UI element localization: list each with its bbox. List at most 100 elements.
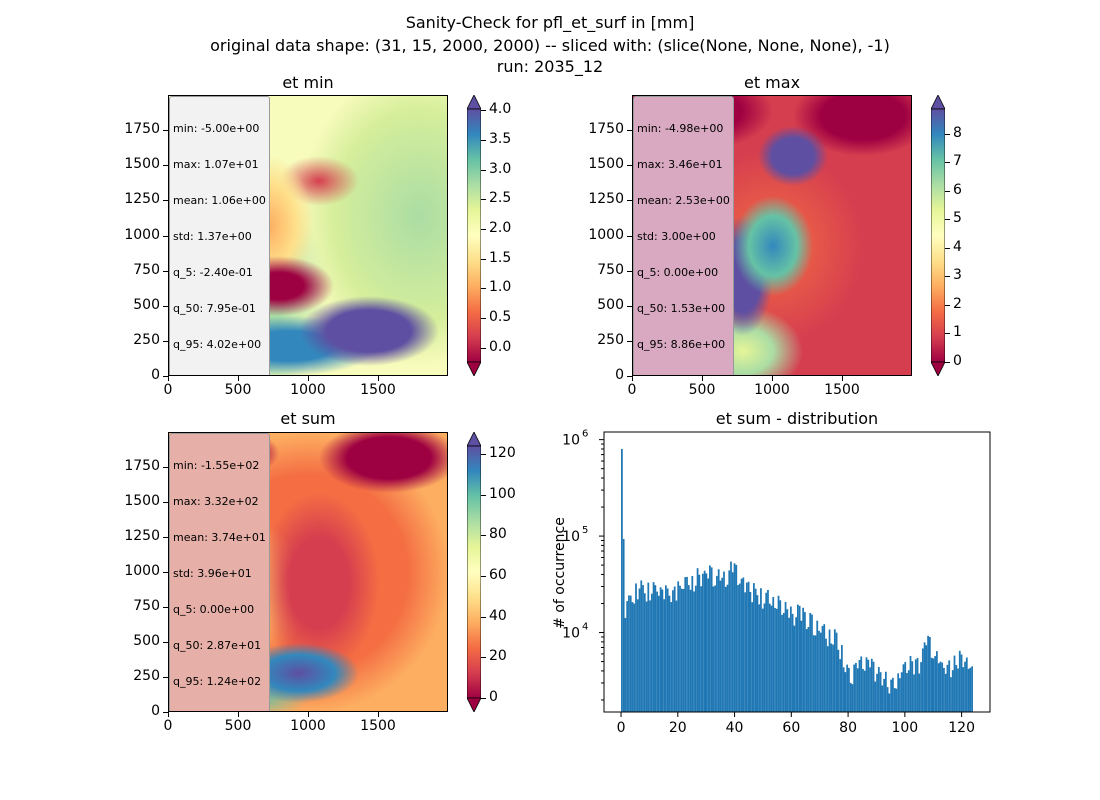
histogram-bar [680,588,683,712]
stat-line: std: 3.00e+00 [637,230,716,243]
histogram-bar [840,645,843,712]
histogram-bar [909,656,912,712]
histogram-bar [819,632,822,712]
y-tick-label: 250 [597,331,624,348]
histogram-bar [892,677,894,712]
stat-line: q_95: 8.86e+00 [637,338,726,351]
x-tick-mark [378,712,379,717]
histogram-bar [684,577,687,712]
y-tick-label: 1250 [588,191,624,208]
y-tick-label: 1500 [588,156,624,173]
histogram-frame [603,431,991,713]
histogram-bar [705,573,708,712]
histogram-bar [621,448,623,712]
histogram-bar [826,646,829,712]
y-tick-mark [163,642,168,643]
x-tick-label: 1000 [290,382,326,398]
histogram-y-tick-label: 10 [562,433,580,449]
histogram-bar [696,568,699,712]
y-tick-label: 750 [597,261,624,278]
histogram-bar [737,585,739,712]
histogram-bar [733,563,736,712]
stat-line: std: 1.37e+00 [173,230,252,243]
stat-line: q_50: 2.87e+01 [173,639,262,652]
histogram-bar [858,659,861,712]
histogram-bar [656,591,658,712]
colorbar-tick-label: 4.0 [489,101,512,118]
histogram-bar [920,662,922,712]
histogram-bar [786,609,789,712]
y-tick-mark [163,537,168,538]
colorbar-tick-mark [481,494,486,496]
y-tick-label: 1750 [124,458,160,474]
y-tick-mark [163,200,168,202]
colorbar-et-max [930,94,946,377]
histogram-bar [628,595,630,712]
histogram-bar [760,588,762,712]
stat-line: mean: 1.06e+00 [173,194,266,207]
x-tick-label: 500 [688,382,716,398]
y-tick-mark [163,712,168,713]
y-tick-mark [163,502,168,503]
histogram-bar [883,678,885,712]
histogram-x-tick-label: 120 [948,720,975,736]
histogram-bar [865,657,868,712]
histogram-bar [869,667,871,712]
histogram-bar [761,608,764,712]
y-tick-mark [627,305,632,307]
histogram-bar [797,604,799,712]
histogram-bar [665,585,667,712]
histogram-bar [765,592,768,712]
histogram-y-tick-label: 10 [562,529,580,545]
stat-line: min: -4.98e+00 [637,122,724,135]
histogram-y-tick-exponent: 4 [582,622,588,633]
histogram-bar [888,693,891,712]
x-tick-mark [702,376,703,381]
y-tick-mark [627,340,632,342]
x-tick-mark [308,376,309,381]
colorbar-tick-mark [481,347,486,349]
histogram-bar [936,651,938,712]
y-tick-mark [163,677,168,678]
histogram-bar [744,592,746,712]
y-tick-mark [163,305,168,307]
histogram-bar [714,585,717,712]
histogram-bar [849,682,852,712]
colorbar-tick-label: 2.0 [489,219,512,236]
histogram-bar [928,637,931,712]
histogram-bar [687,585,690,712]
colorbar-tick-mark [481,535,486,537]
histogram-bar [672,590,674,712]
figure-title-line1: Sanity-Check for pfl_et_surf in [mm] [405,13,695,32]
histogram-bar [723,571,725,712]
histogram-bar [636,599,639,712]
y-tick-mark [163,572,168,573]
y-tick-label: 1750 [588,121,624,138]
histogram-bar [881,685,884,712]
y-tick-mark [163,607,168,608]
histogram-bar [763,603,766,712]
histogram-bar [775,608,778,712]
colorbar-tick-mark [945,247,950,249]
histogram-bar [921,648,924,712]
histogram-bar [700,586,702,712]
x-tick-mark [378,376,379,381]
map-et-max: min: -4.98e+00 max: 3.46e+01 mean: 2.53e… [632,95,912,376]
histogram-bar [897,673,900,712]
y-tick-label: 500 [597,296,624,313]
histogram-bar [951,670,954,712]
histogram-bar [622,538,625,712]
y-tick-label: 0 [151,703,160,719]
histogram-bar [953,655,956,712]
histogram-bar [691,576,694,712]
histogram-bar [805,629,808,712]
colorbar-tick-mark [481,616,486,618]
histogram-bar [686,576,688,712]
histogram-bar [793,625,796,712]
histogram-bar [911,661,914,712]
histogram-bar [645,601,648,712]
histogram-bar [742,577,745,712]
histogram-bar [789,606,792,712]
colorbar-tick-mark [481,258,486,260]
x-tick-label: 1000 [754,382,790,398]
